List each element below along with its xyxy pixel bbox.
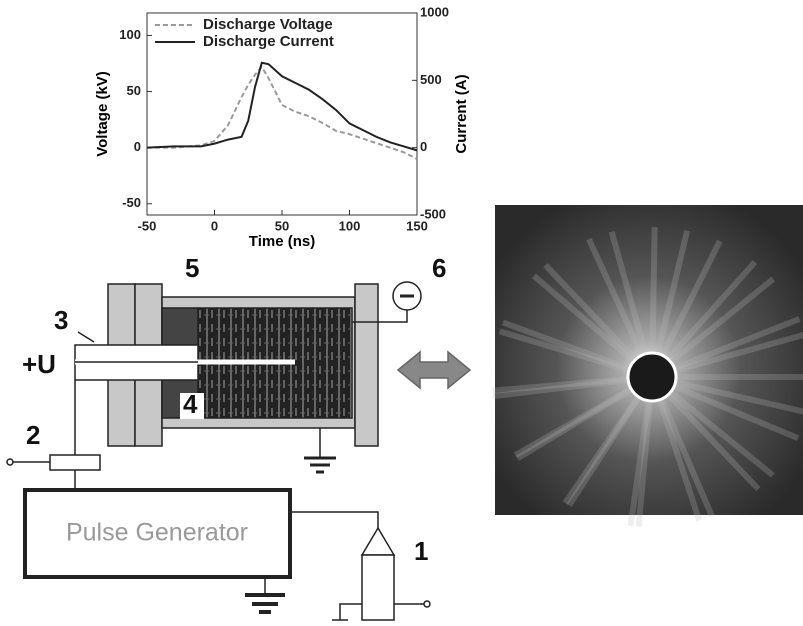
y-tick-label: 100 — [119, 27, 141, 42]
ray — [650, 374, 775, 478]
label-box — [180, 393, 204, 419]
generator-label: Pulse Generator — [66, 519, 248, 547]
y2-axis-label: Current (A) — [453, 74, 470, 153]
label: 2 — [26, 420, 40, 450]
apparatus — [6, 281, 472, 621]
ray — [651, 332, 803, 380]
x-tick-label: 100 — [339, 218, 361, 233]
ray — [651, 374, 803, 415]
ray — [543, 263, 655, 380]
y-tick-label: 0 — [134, 139, 141, 154]
label: 4 — [183, 389, 198, 419]
ray — [650, 276, 776, 380]
label: 3 — [54, 305, 68, 335]
x-tick-label: 0 — [211, 218, 218, 233]
photo — [492, 205, 803, 527]
x-axis-label: Time (ns) — [249, 233, 315, 250]
ray — [501, 319, 654, 380]
ray — [649, 260, 758, 380]
x-tick-label: -50 — [138, 218, 157, 233]
y2-tick-label: -500 — [420, 206, 446, 221]
ray — [498, 328, 653, 380]
label: 6 — [432, 253, 446, 283]
y2-tick-label: 0 — [420, 139, 427, 154]
label: 5 — [185, 253, 199, 283]
x-tick-label: 150 — [406, 218, 428, 233]
label: 1 — [414, 536, 428, 566]
y-tick-label: -50 — [122, 195, 141, 210]
series-line — [147, 65, 418, 160]
pointer — [77, 331, 95, 343]
x-tick-label: 50 — [275, 218, 289, 233]
ray — [516, 374, 654, 461]
ray — [562, 375, 655, 505]
ray — [650, 374, 800, 442]
ray — [649, 374, 761, 492]
ray — [513, 374, 654, 458]
legend-label: Discharge Current — [203, 33, 334, 50]
series-line — [146, 61, 418, 152]
ray — [650, 316, 801, 380]
ray — [492, 374, 653, 394]
ray — [531, 273, 654, 380]
y2-tick-label: 500 — [420, 72, 442, 87]
label: +U — [22, 349, 56, 379]
y-axis-label: Voltage (kV) — [94, 71, 111, 157]
y2-tick-label: 1000 — [420, 4, 449, 19]
legend-label: Discharge Voltage — [203, 16, 333, 33]
y-tick-label: 50 — [127, 83, 141, 98]
ray — [492, 374, 653, 400]
